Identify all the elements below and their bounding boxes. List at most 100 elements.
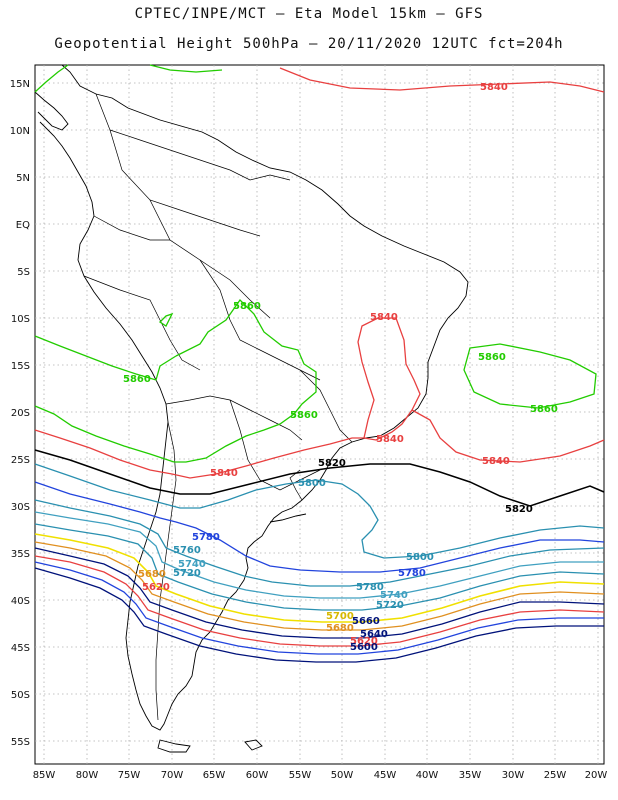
contour-label: 5840	[370, 312, 398, 323]
contour-5680	[34, 541, 605, 631]
graticule	[35, 65, 604, 764]
contour-label: 5640	[360, 629, 388, 640]
lat-label: 45S	[11, 643, 30, 654]
contours	[34, 64, 605, 663]
contour-label: 5860	[290, 410, 318, 421]
lat-label: EQ	[16, 220, 30, 231]
lon-label: 60W	[246, 770, 269, 781]
contour-label: 5700	[326, 611, 354, 622]
contour-label: 5740	[380, 590, 408, 601]
contour-5840-atl	[411, 409, 605, 463]
lat-label: 10N	[10, 126, 30, 137]
lat-label: 30S	[11, 502, 30, 513]
contour-5860-west-b	[34, 405, 175, 463]
lon-label: 35W	[459, 770, 482, 781]
lon-label: 80W	[76, 770, 99, 781]
contour-5600	[34, 567, 604, 663]
latitude-labels: 15N 10N 5N EQ 5S 10S 15S 20S 25S 30S 35S…	[10, 79, 30, 748]
contour-5860-north-b	[149, 64, 223, 73]
border	[299, 369, 353, 443]
lat-label: 40S	[11, 596, 30, 607]
border	[165, 395, 303, 441]
lon-label: 65W	[203, 770, 226, 781]
contour-label: 5820	[505, 504, 533, 515]
contour-5860-atl	[463, 343, 597, 409]
contour-5860-west	[34, 335, 177, 381]
contour-label: 5860	[123, 374, 151, 385]
tierra-del-fuego	[157, 739, 191, 753]
contour-5700	[34, 533, 605, 623]
contour-label: 5840	[376, 434, 404, 445]
contour-5740	[34, 511, 604, 599]
border	[229, 399, 321, 491]
contour-5820	[34, 449, 605, 507]
contour-label: 5780	[398, 568, 426, 579]
map-title-line2: Geopotential Height 500hPa – 20/11/2020 …	[54, 36, 564, 52]
lon-label: 30W	[502, 770, 525, 781]
contour-label: 5780	[192, 532, 220, 543]
contour-label: 5720	[173, 568, 201, 579]
contour-5840-brazil	[357, 317, 421, 441]
lon-label: 50W	[331, 770, 354, 781]
contour-label: 5860	[530, 404, 558, 415]
contour-5780	[34, 481, 605, 573]
map-title-line1: CPTEC/INPE/MCT – Eta Model 15km – GFS	[134, 6, 484, 22]
contour-label: 5800	[406, 552, 434, 563]
contour-label: 5620	[350, 636, 378, 647]
contour-label: 5620	[142, 582, 170, 593]
rio-de-la-plata	[269, 513, 307, 523]
contour-label: 5860	[478, 352, 506, 363]
contour-5840-main	[34, 429, 366, 479]
falkland-islands	[244, 739, 263, 751]
contour-label: 5800	[298, 478, 326, 489]
lat-label: 20S	[11, 408, 30, 419]
lon-label: 75W	[118, 770, 141, 781]
contour-5660	[34, 547, 605, 639]
lon-label: 70W	[161, 770, 184, 781]
border	[149, 199, 271, 319]
country-borders	[83, 93, 353, 721]
border	[199, 259, 321, 381]
contour-label: 5600	[350, 642, 378, 653]
contour-label: 5660	[352, 616, 380, 627]
lat-label: 5N	[16, 173, 30, 184]
contour-label: 5720	[376, 600, 404, 611]
lat-label: 10S	[11, 314, 30, 325]
contour-label: 5780	[356, 582, 384, 593]
lon-label: 55W	[289, 770, 312, 781]
contour-label: 5740	[178, 559, 206, 570]
border	[109, 129, 291, 181]
lat-label: 35S	[11, 549, 30, 560]
contour-label: 5760	[173, 545, 201, 556]
lat-label: 25S	[11, 455, 30, 466]
lat-label: 15N	[10, 79, 30, 90]
border	[93, 215, 170, 241]
contour-label: 5840	[482, 456, 510, 467]
lat-label: 55S	[11, 737, 30, 748]
contour-label: 5680	[326, 623, 354, 634]
lat-label: 5S	[17, 267, 30, 278]
contour-label: 5680	[138, 569, 166, 580]
lon-label: 20W	[585, 770, 608, 781]
contour-label: 5860	[233, 301, 261, 312]
lon-label: 85W	[33, 770, 56, 781]
lat-label: 15S	[11, 361, 30, 372]
lon-label: 40W	[416, 770, 439, 781]
border	[155, 421, 177, 721]
contour-label: 5820	[318, 458, 346, 469]
contour-5800	[34, 463, 605, 559]
contour-5860-bolivia	[158, 298, 317, 463]
lon-label: 45W	[374, 770, 397, 781]
contour-5640	[34, 555, 605, 647]
lon-label: 25W	[544, 770, 567, 781]
longitude-labels: 85W 80W 75W 70W 65W 60W 55W 50W 45W 40W …	[33, 770, 608, 781]
contour-labels: 5840 5840 5840 5840 5840 5860 5860 5860 …	[123, 82, 558, 653]
border	[83, 275, 201, 371]
contour-5720	[34, 523, 605, 611]
contour-5860-north	[34, 64, 69, 93]
border	[95, 93, 261, 237]
lat-label: 50S	[11, 690, 30, 701]
plot-frame	[34, 64, 605, 765]
contour-5760	[34, 499, 605, 587]
